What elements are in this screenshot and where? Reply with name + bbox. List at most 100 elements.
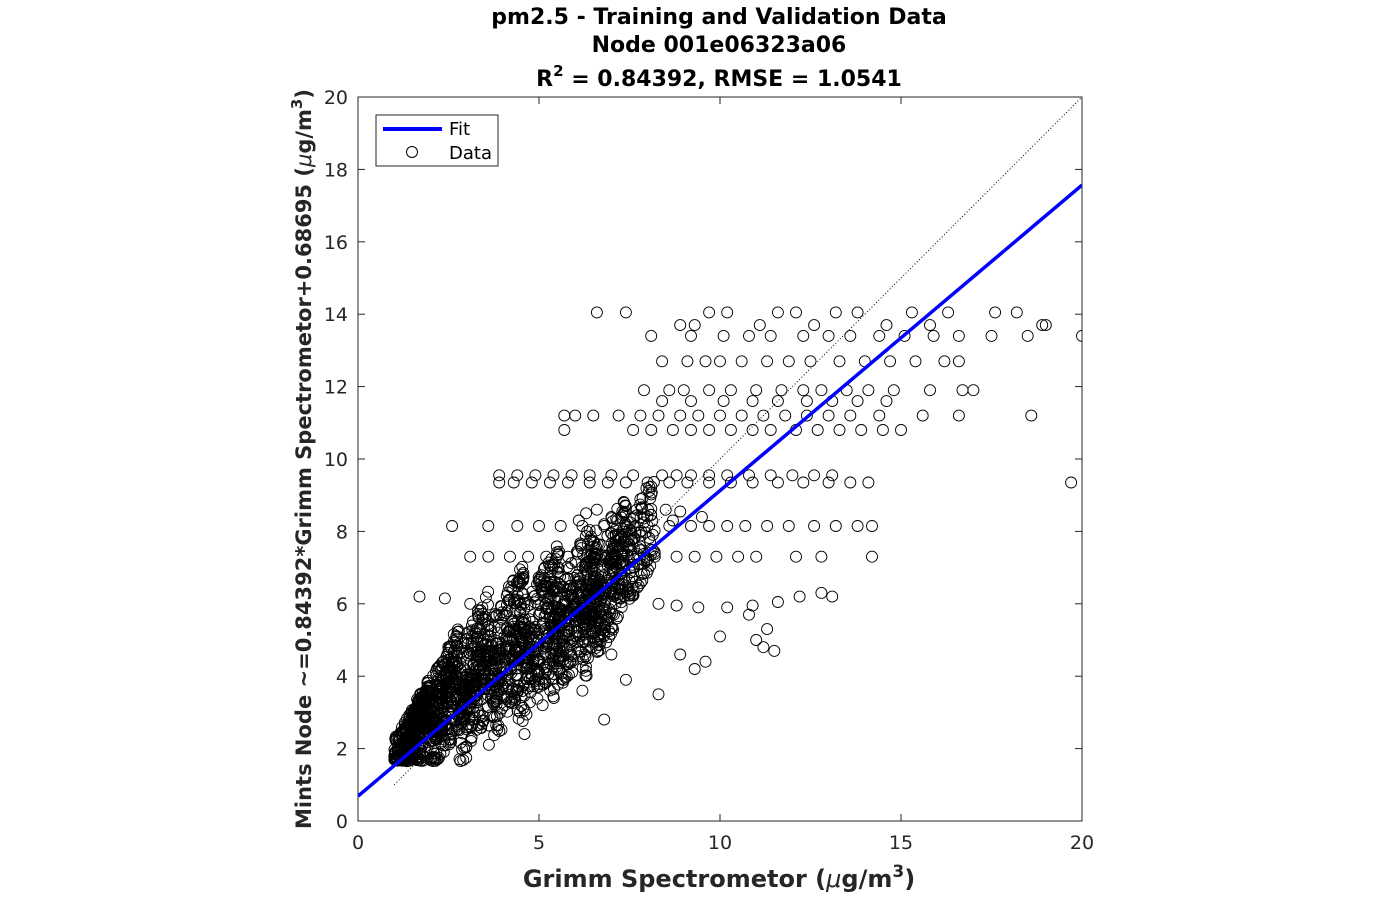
data-point <box>562 550 574 563</box>
data-point <box>590 571 603 584</box>
data-point <box>619 673 632 686</box>
data-point <box>415 692 428 705</box>
data-point <box>598 581 611 594</box>
data-point <box>471 706 484 719</box>
data-point <box>621 583 634 596</box>
y-axis-label: Mints Node ~=0.84392*Grimm Spectrometor+… <box>288 89 316 829</box>
data-point <box>717 329 730 342</box>
data-point <box>479 638 492 651</box>
data-point <box>721 469 734 482</box>
data-point <box>417 711 430 724</box>
data-point <box>464 597 477 610</box>
data-point <box>797 476 810 489</box>
data-point <box>619 499 632 512</box>
data-point <box>482 520 495 532</box>
data-point <box>621 535 634 548</box>
data-point <box>811 424 824 436</box>
data-point <box>761 623 774 636</box>
data-point <box>782 355 795 368</box>
y-tick-label: 14 <box>324 304 348 326</box>
data-point <box>674 505 687 518</box>
data-point <box>469 712 482 724</box>
data-point <box>592 630 605 643</box>
data-point <box>674 648 687 661</box>
data-point <box>717 395 730 408</box>
r-squared-exponent: 2 <box>553 62 563 80</box>
data-point <box>517 571 530 584</box>
data-point <box>494 622 507 635</box>
data-point <box>750 550 763 563</box>
data-point <box>548 559 560 572</box>
data-point <box>442 705 455 718</box>
data-point <box>895 424 907 436</box>
data-point <box>586 584 599 597</box>
data-point <box>534 606 547 619</box>
data-point <box>537 617 550 630</box>
data-point <box>648 550 661 563</box>
data-point <box>511 520 524 532</box>
data-point <box>585 615 597 628</box>
data-point <box>685 424 697 436</box>
data-point <box>743 608 755 621</box>
data-point <box>739 520 752 532</box>
data-point <box>579 650 592 663</box>
data-point <box>829 520 842 532</box>
data-point <box>808 520 821 532</box>
data-point <box>439 739 452 752</box>
data-point <box>808 469 821 482</box>
data-point <box>985 329 998 342</box>
data-point <box>638 384 650 397</box>
data-point <box>472 604 484 617</box>
data-point <box>674 409 687 422</box>
data-point <box>771 596 784 608</box>
data-point <box>583 550 596 563</box>
data-point <box>554 520 567 532</box>
data-point <box>677 384 690 397</box>
data-point <box>656 469 669 482</box>
data-point <box>536 699 549 712</box>
data-point <box>703 384 716 397</box>
data-point <box>952 355 965 368</box>
data-point <box>605 510 618 523</box>
data-point <box>460 673 473 686</box>
data-point <box>644 492 657 505</box>
data-point <box>587 574 600 587</box>
data-point <box>1039 319 1052 332</box>
x-axis-label-main: Grimm Spectrometor ( <box>523 865 826 893</box>
data-point <box>815 550 828 563</box>
data-point <box>525 476 538 489</box>
data-point <box>724 384 737 397</box>
data-point <box>567 654 580 667</box>
data-point <box>449 636 461 649</box>
data-point <box>413 590 426 603</box>
y-axis-label-close: ) <box>292 89 316 99</box>
data-point <box>584 624 597 637</box>
data-point <box>609 539 622 552</box>
data-point <box>595 594 608 607</box>
data-point <box>924 319 936 332</box>
data-point <box>757 641 770 654</box>
data-point <box>507 476 520 489</box>
data-point <box>483 660 496 673</box>
data-point <box>710 550 723 563</box>
data-point <box>553 665 566 678</box>
data-point <box>771 395 784 408</box>
data-point <box>461 679 474 692</box>
data-point <box>604 607 617 620</box>
data-point <box>601 476 614 489</box>
legend-data-swatch <box>406 146 418 158</box>
data-point <box>507 620 520 633</box>
y-tick-label: 20 <box>324 87 348 109</box>
data-point <box>517 566 530 579</box>
y-axis-label-exp: 3 <box>288 99 306 109</box>
data-point <box>627 584 640 597</box>
data-point <box>844 329 857 342</box>
data-point <box>391 744 404 757</box>
data-point <box>633 552 646 565</box>
data-point <box>721 520 734 532</box>
chart-title-line-2: Node 001e06323a06 <box>592 33 847 58</box>
data-point <box>629 519 642 532</box>
data-point <box>470 622 483 635</box>
data-point <box>495 702 508 715</box>
data-point <box>434 703 447 716</box>
